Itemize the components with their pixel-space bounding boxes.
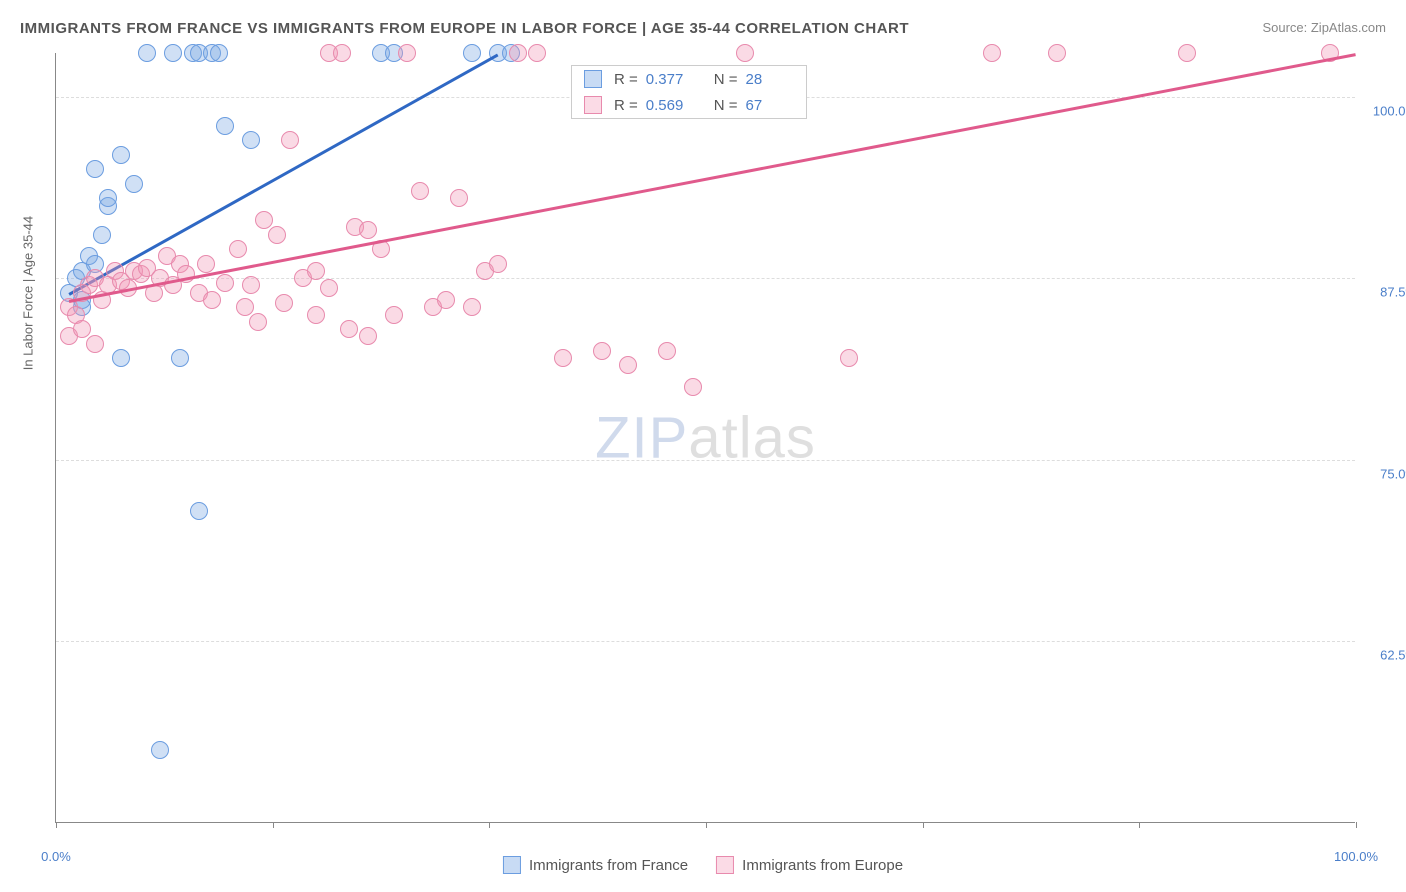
data-point (138, 44, 156, 62)
legend-item: Immigrants from Europe (716, 856, 903, 874)
data-point (164, 44, 182, 62)
x-tick-label: 100.0% (1334, 849, 1378, 864)
x-tick-mark (706, 822, 707, 828)
watermark: ZIPatlas (595, 404, 816, 471)
x-tick-mark (273, 822, 274, 828)
legend-swatch (584, 96, 602, 114)
data-point (249, 313, 267, 331)
data-point (216, 117, 234, 135)
data-point (125, 175, 143, 193)
legend-r-value: 0.569 (646, 97, 694, 114)
legend-n-value: 28 (746, 71, 794, 88)
data-point (112, 146, 130, 164)
data-point (359, 221, 377, 239)
data-point (411, 182, 429, 200)
gridline-horizontal (56, 641, 1355, 642)
data-point (340, 320, 358, 338)
data-point (171, 349, 189, 367)
data-point (281, 131, 299, 149)
data-point (684, 378, 702, 396)
data-point (359, 327, 377, 345)
data-point (320, 279, 338, 297)
data-point (489, 255, 507, 273)
data-point (242, 131, 260, 149)
data-point (593, 342, 611, 360)
x-tick-mark (489, 822, 490, 828)
series-legend: Immigrants from France Immigrants from Eu… (503, 856, 903, 874)
data-point (333, 44, 351, 62)
data-point (229, 240, 247, 258)
source-label: Source: (1262, 20, 1310, 35)
data-point (509, 44, 527, 62)
data-point (307, 306, 325, 324)
legend-stats-row: R = 0.569 N = 67 (572, 92, 806, 118)
data-point (190, 502, 208, 520)
y-tick-label: 75.0% (1362, 466, 1406, 481)
correlation-legend: R = 0.377 N = 28 R = 0.569 N = 67 (571, 65, 807, 119)
data-point (528, 44, 546, 62)
legend-label: Immigrants from Europe (742, 857, 903, 874)
chart-title: IMMIGRANTS FROM FRANCE VS IMMIGRANTS FRO… (20, 20, 909, 37)
legend-n-label: N = (714, 97, 738, 114)
data-point (112, 349, 130, 367)
x-tick-label: 0.0% (41, 849, 71, 864)
data-point (307, 262, 325, 280)
y-tick-label: 62.5% (1362, 648, 1406, 663)
plot-area: ZIPatlas R =0.377N =28R =0.569N =67 62.5… (55, 53, 1355, 823)
data-point (619, 356, 637, 374)
x-tick-mark (56, 822, 57, 828)
data-point (1178, 44, 1196, 62)
data-point (1048, 44, 1066, 62)
source-value: ZipAtlas.com (1311, 20, 1386, 35)
data-point (450, 189, 468, 207)
x-tick-mark (1139, 822, 1140, 828)
data-point (210, 44, 228, 62)
data-point (398, 44, 416, 62)
data-point (255, 211, 273, 229)
data-point (151, 741, 169, 759)
data-point (437, 291, 455, 309)
data-point (236, 298, 254, 316)
data-point (385, 306, 403, 324)
data-point (658, 342, 676, 360)
y-tick-label: 100.0% (1362, 103, 1406, 118)
legend-swatch (716, 856, 734, 874)
data-point (93, 226, 111, 244)
data-point (983, 44, 1001, 62)
x-tick-mark (923, 822, 924, 828)
data-point (463, 298, 481, 316)
legend-swatch (503, 856, 521, 874)
data-point (554, 349, 572, 367)
gridline-horizontal (56, 460, 1355, 461)
data-point (268, 226, 286, 244)
legend-item: Immigrants from France (503, 856, 688, 874)
y-tick-label: 87.5% (1362, 285, 1406, 300)
data-point (86, 335, 104, 353)
legend-r-value: 0.377 (646, 71, 694, 88)
y-axis-label: In Labor Force | Age 35-44 (21, 216, 36, 370)
data-point (203, 291, 221, 309)
data-point (73, 320, 91, 338)
data-point (99, 189, 117, 207)
data-point (197, 255, 215, 273)
source-attribution: Source: ZipAtlas.com (1262, 20, 1386, 35)
data-point (736, 44, 754, 62)
data-point (216, 274, 234, 292)
data-point (840, 349, 858, 367)
legend-n-label: N = (714, 71, 738, 88)
legend-label: Immigrants from France (529, 857, 688, 874)
legend-r-label: R = (614, 71, 638, 88)
legend-r-label: R = (614, 97, 638, 114)
data-point (275, 294, 293, 312)
data-point (463, 44, 481, 62)
legend-swatch (584, 70, 602, 88)
legend-stats-row: R = 0.377 N = 28 (572, 66, 806, 92)
data-point (242, 276, 260, 294)
legend-n-value: 67 (746, 97, 794, 114)
x-tick-mark (1356, 822, 1357, 828)
data-point (86, 160, 104, 178)
